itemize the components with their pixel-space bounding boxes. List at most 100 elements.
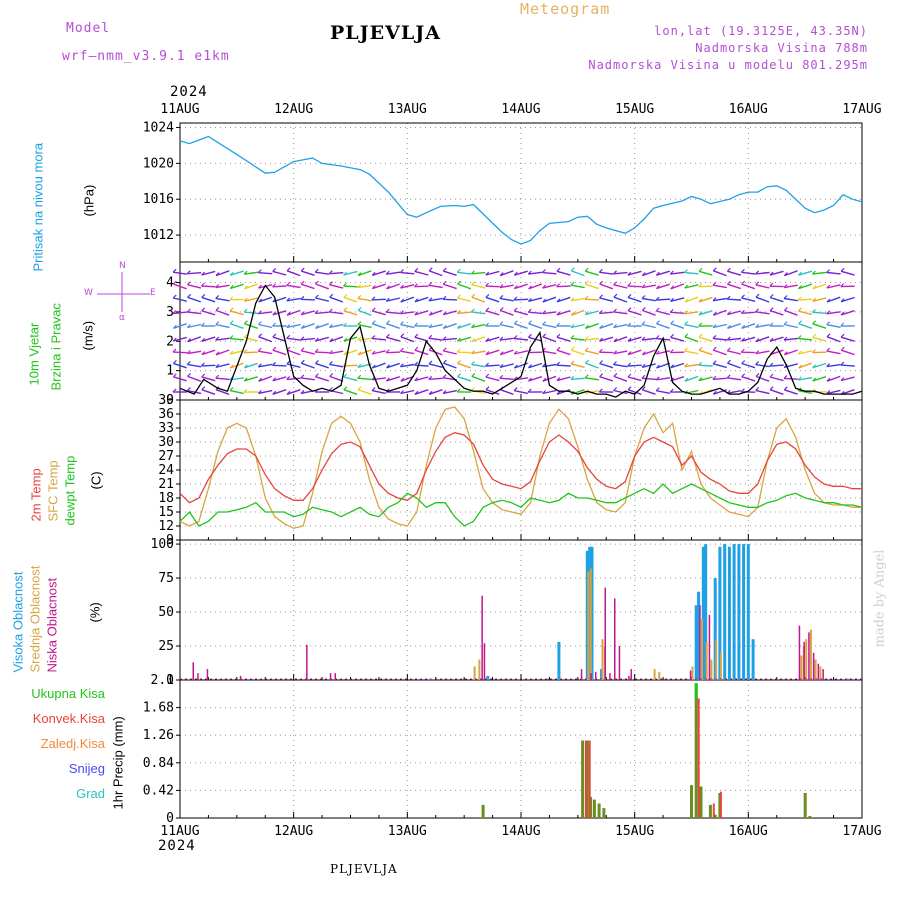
total-precip-bar (581, 740, 585, 818)
wind-arrow (300, 377, 315, 381)
wind-arrow (272, 349, 287, 356)
wind-arrow (357, 349, 372, 356)
wind-barb (229, 350, 234, 355)
wind-arrow (528, 323, 543, 329)
wind-barb (371, 285, 376, 290)
wind-arrow (570, 284, 585, 289)
wind-arrow (556, 296, 571, 303)
wind-barb (627, 282, 632, 287)
wind-arrow (499, 297, 514, 302)
wind-barb (712, 281, 717, 286)
wind-arrow (727, 377, 742, 381)
wind-barb (527, 270, 532, 275)
wind-barb (698, 311, 703, 316)
wind-barb (513, 271, 518, 276)
wind-arrow (656, 298, 671, 301)
wind-barb (599, 337, 603, 342)
total-precip-bar (708, 804, 712, 818)
wind-barb (641, 272, 646, 277)
wind-arrow (371, 350, 386, 355)
wind-arrow (229, 283, 244, 290)
wind-barb (655, 335, 660, 339)
wind-arrow (571, 309, 585, 316)
wind-barb (641, 351, 646, 356)
wind-barb (456, 388, 461, 393)
wind-barb (399, 363, 404, 368)
wind-arrow (414, 285, 429, 288)
wind-arrow (542, 336, 557, 343)
low-cloud-bar (798, 625, 801, 680)
pressure-line (179, 135, 863, 245)
panel-wind: 0 1 2 3 4 (166, 261, 863, 408)
wind-barb (513, 387, 518, 392)
wind-arrow (258, 336, 273, 343)
wind-arrow (244, 376, 258, 382)
wind-arrow (229, 337, 244, 341)
wind-arrow (798, 362, 812, 369)
wind-arrow (684, 284, 699, 289)
panel-frame (179, 679, 863, 819)
wind-arrow (187, 350, 202, 355)
wind-barb (840, 361, 845, 366)
total-precip-bar (690, 785, 693, 818)
wind-barb (783, 386, 788, 391)
wind-barb (272, 283, 276, 288)
wind-arrow (585, 270, 599, 276)
wind-barb (584, 324, 589, 329)
ytick-label: 4 (166, 276, 174, 291)
wind-barb (371, 364, 376, 369)
wind-arrow (187, 284, 202, 289)
wind-barb (684, 363, 689, 368)
wind-arrow (357, 270, 372, 277)
conv-precip-bar (712, 803, 715, 818)
wind-arrow (300, 298, 315, 301)
ytick-label: 0.42 (143, 783, 174, 798)
wind-barb (428, 281, 433, 286)
wind-arrow (442, 389, 457, 395)
low-cloud-bar (699, 605, 701, 680)
wind-arrow (187, 323, 202, 329)
wind-arrow (599, 362, 614, 369)
wind-arrow (812, 376, 827, 382)
wind-barb (613, 308, 617, 313)
wind-barb (386, 285, 390, 290)
wind-arrow (329, 311, 344, 315)
wind-arrow (556, 376, 571, 382)
wind-arrow (499, 349, 514, 356)
wind-barb (542, 298, 547, 303)
wind-arrow (826, 363, 841, 368)
panel-pressure: 1012 1016 1020 1024 (143, 120, 863, 263)
mid-cloud-bar (589, 568, 592, 680)
wind-barb (570, 311, 575, 316)
wind-arrow (670, 376, 685, 382)
wind-barb (272, 311, 277, 316)
wind-arrow (755, 389, 770, 395)
wind-barb (357, 306, 362, 311)
high-cloud-bar (751, 639, 755, 680)
wind-barb (400, 284, 404, 289)
wind-arrow (798, 350, 813, 355)
wind-barb (513, 320, 518, 325)
wind-barb (172, 388, 177, 393)
wind-barb (627, 337, 632, 342)
wind-arrow (400, 271, 415, 275)
wind-barb (386, 364, 390, 369)
wind-barb (385, 270, 390, 275)
wind-arrow (371, 377, 386, 381)
wind-barb (740, 268, 745, 273)
wind-barb (456, 348, 461, 353)
wind-arrow (542, 389, 557, 395)
xtick-label-bottom: 15AUG (615, 824, 654, 839)
wind-arrow (627, 349, 642, 356)
wind-barb (769, 362, 774, 367)
low-cloud-bar (822, 669, 824, 680)
wind-barb (414, 361, 419, 366)
wind-arrow (428, 389, 443, 395)
wind-arrow (372, 323, 386, 329)
wind-arrow (201, 270, 216, 276)
wind-barb (570, 281, 575, 286)
wind-arrow (784, 349, 798, 356)
wind-barb (826, 363, 831, 368)
wind-barb (442, 347, 447, 352)
wind-barb (229, 387, 234, 392)
